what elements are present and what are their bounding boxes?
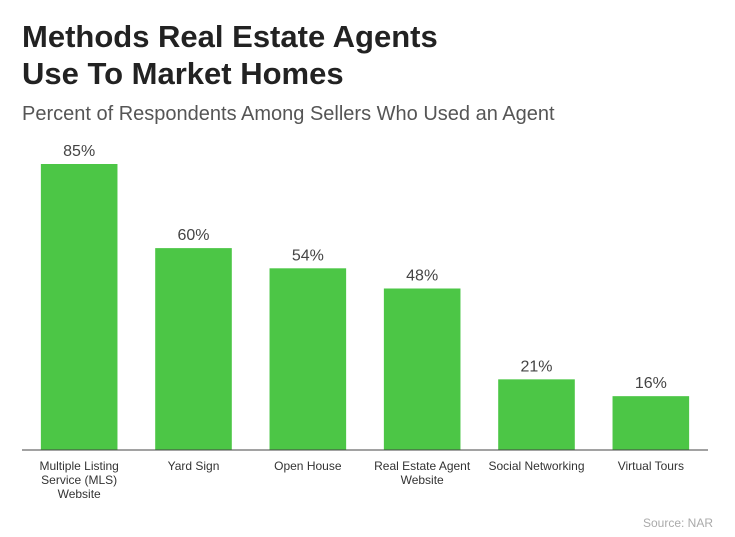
bar	[612, 396, 690, 450]
source-note: Source: NAR	[642, 516, 713, 530]
chart-title: Methods Real Estate Agents Use To Market…	[22, 19, 438, 91]
data-label: 48%	[406, 267, 438, 284]
x-tick-label: Multiple Listing Service (MLS) Website	[39, 459, 119, 501]
bar	[40, 164, 118, 450]
x-tick-label: Open House	[274, 459, 342, 473]
chart-subtitle: Percent of Respondents Among Sellers Who…	[22, 103, 555, 125]
bar	[155, 248, 232, 450]
x-tick-label: Virtual Tours	[617, 459, 684, 473]
bar	[498, 379, 575, 450]
data-label: 21%	[520, 358, 552, 375]
data-label: 60%	[177, 227, 209, 244]
data-label: 54%	[292, 247, 324, 264]
x-tick-label: Yard Sign	[167, 459, 220, 473]
data-label: 16%	[635, 375, 667, 392]
x-tick-label: Real Estate Agent Website	[374, 459, 471, 487]
x-tick-label: Social Networking	[488, 459, 585, 473]
bar	[383, 288, 461, 450]
data-label: 85%	[63, 143, 95, 160]
bar	[269, 268, 347, 450]
